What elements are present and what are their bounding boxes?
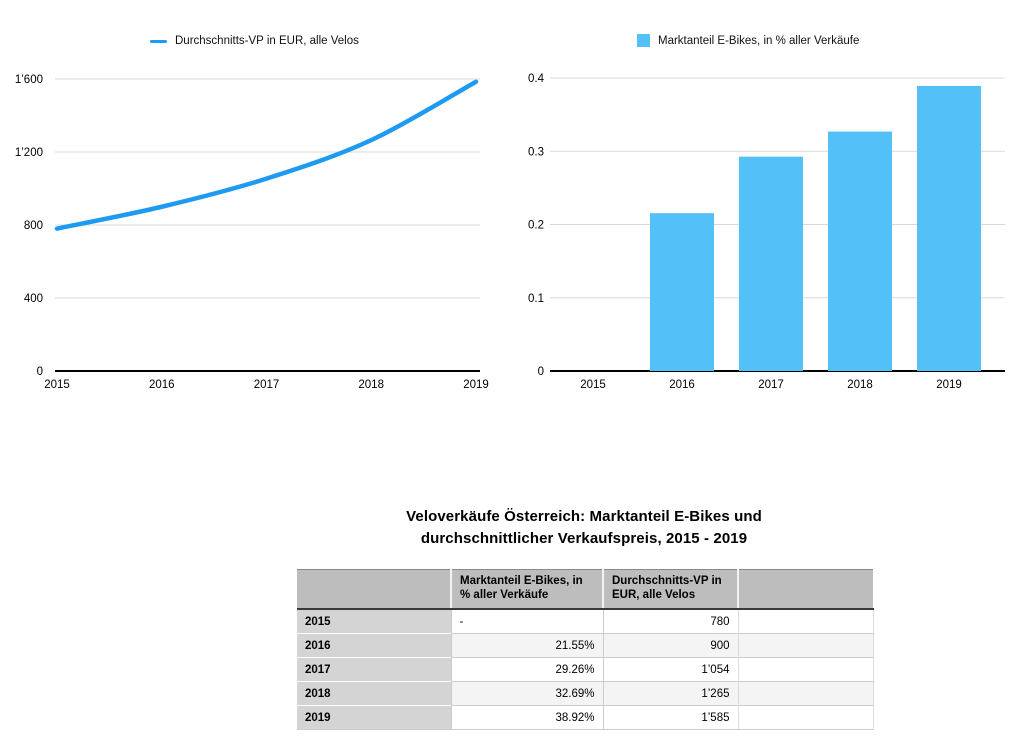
legend-bar-chart: Marktanteil E-Bikes, in % aller Verkäufe	[637, 34, 859, 47]
charts-canvas: 0 400 800 1’200 1’600 2015 2016 2017 2018 2019 0 0.…	[15, 73, 1005, 391]
y-tick-label: 0.4	[528, 73, 545, 85]
y-tick-label: 400	[24, 293, 43, 305]
cell-marktanteil: 32.69%	[450, 681, 603, 706]
cell-marktanteil: 38.92%	[450, 705, 603, 730]
y-tick-label: 1’600	[15, 74, 43, 86]
table-title: Veloverkäufe Österreich: Marktanteil E-B…	[406, 508, 762, 547]
line-series-path	[54, 79, 479, 231]
cell-marktanteil: -	[450, 608, 603, 634]
x-tick-label: 2019	[936, 379, 962, 391]
table-header-row: Marktanteil E-Bikes, in % aller Verkäufe…	[297, 569, 873, 610]
cell-year: 2015	[297, 608, 451, 634]
header-cell-year	[297, 569, 451, 610]
bar-2017	[739, 156, 803, 371]
bar-2018	[828, 131, 892, 371]
y-tick-label: 0.1	[528, 293, 544, 305]
bar-series-marker-icon	[637, 34, 650, 47]
y-tick-label: 0.3	[528, 146, 544, 158]
cell-year: 2019	[297, 705, 451, 730]
y-tick-label: 0	[538, 366, 544, 378]
legend-bar-label: Marktanteil E-Bikes, in % aller Verkäufe	[658, 34, 860, 47]
cell-empty	[737, 657, 874, 682]
data-table: Marktanteil E-Bikes, in % aller Verkäufe…	[297, 569, 874, 730]
cell-empty	[737, 633, 874, 658]
y-tick-label: 0	[37, 366, 43, 378]
cell-preis: 900	[602, 633, 738, 658]
x-tick-label: 2018	[847, 379, 873, 391]
cell-preis: 1’054	[602, 657, 738, 682]
header-cell-empty	[737, 569, 873, 610]
bar-2016	[650, 213, 714, 371]
table-row: 2015 - 780	[297, 608, 874, 634]
cell-empty	[737, 681, 874, 706]
x-tick-label: 2018	[358, 379, 384, 391]
table-row: 2018 32.69% 1’265	[297, 681, 874, 706]
y-tick-label: 1’200	[15, 147, 43, 159]
cell-preis: 1’265	[602, 681, 738, 706]
x-tick-label: 2017	[758, 379, 784, 391]
x-tick-label: 2015	[580, 379, 606, 391]
cell-empty	[737, 705, 874, 730]
y-tick-label: 0.2	[528, 220, 544, 232]
line-series-marker-icon	[150, 39, 167, 43]
x-tick-label: 2019	[463, 379, 489, 391]
x-tick-label: 2016	[149, 379, 175, 391]
bar-2019	[917, 85, 981, 371]
x-tick-label: 2015	[44, 379, 70, 391]
cell-year: 2017	[297, 657, 451, 682]
legend-line-chart: Durchschnitts-VP in EUR, alle Velos	[150, 35, 359, 47]
table-row: 2016 21.55% 900	[297, 633, 874, 658]
cell-marktanteil: 29.26%	[450, 657, 603, 682]
cell-preis: 780	[602, 608, 738, 634]
x-tick-label: 2017	[254, 379, 280, 391]
legend-line-label: Durchschnitts-VP in EUR, alle Velos	[175, 35, 359, 47]
table-row: 2017 29.26% 1’054	[297, 657, 874, 682]
cell-year: 2016	[297, 633, 451, 658]
header-cell-durchschnitt: Durchschnitts-VP in EUR, alle Velos	[602, 569, 738, 610]
cell-year: 2018	[297, 681, 451, 706]
table-row: 2019 38.92% 1’585	[297, 705, 874, 730]
x-tick-label: 2016	[669, 379, 695, 391]
y-tick-label: 800	[24, 220, 43, 232]
cell-empty	[737, 608, 874, 634]
header-cell-marktanteil: Marktanteil E-Bikes, in % aller Verkäufe	[450, 569, 603, 610]
cell-marktanteil: 21.55%	[450, 633, 603, 658]
cell-preis: 1’585	[602, 705, 738, 730]
